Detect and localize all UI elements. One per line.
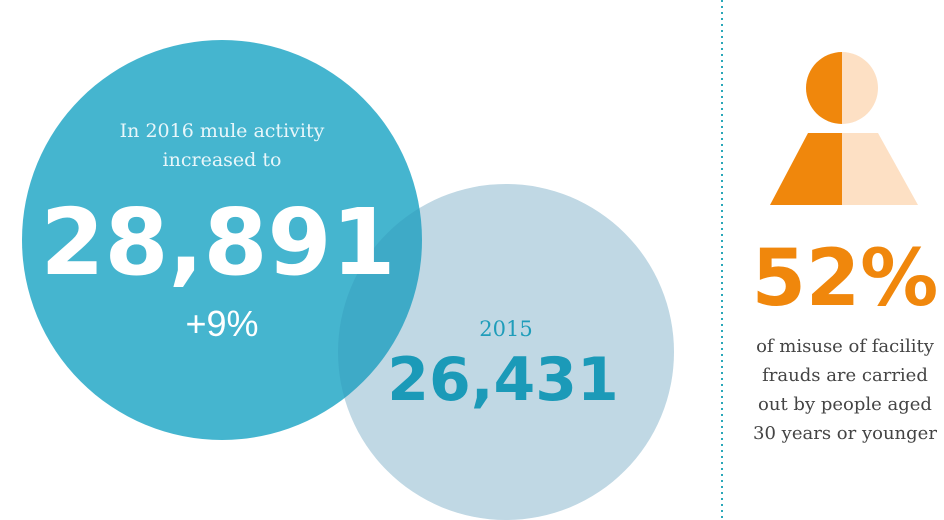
head-right [842,52,878,124]
head-left [806,52,842,124]
circle-overlap [338,184,674,520]
change: +9% [185,303,258,344]
circle-2016 [22,40,422,440]
intro-line: increased to [163,149,282,171]
stat-line: of misuse of facility [756,336,935,357]
value-2015: 26,431 [387,345,619,415]
stat-value: 52% [752,234,939,324]
body-left [770,133,842,205]
stat-line: out by people aged [758,394,932,415]
stat-line: frauds are carried [762,365,928,386]
stat-line: 30 years or younger [753,423,937,444]
year-2015: 2015 [479,317,532,341]
body-right [842,133,918,205]
value-2016: 28,891 [40,189,395,296]
intro-line: In 2016 mule activity [120,120,325,142]
